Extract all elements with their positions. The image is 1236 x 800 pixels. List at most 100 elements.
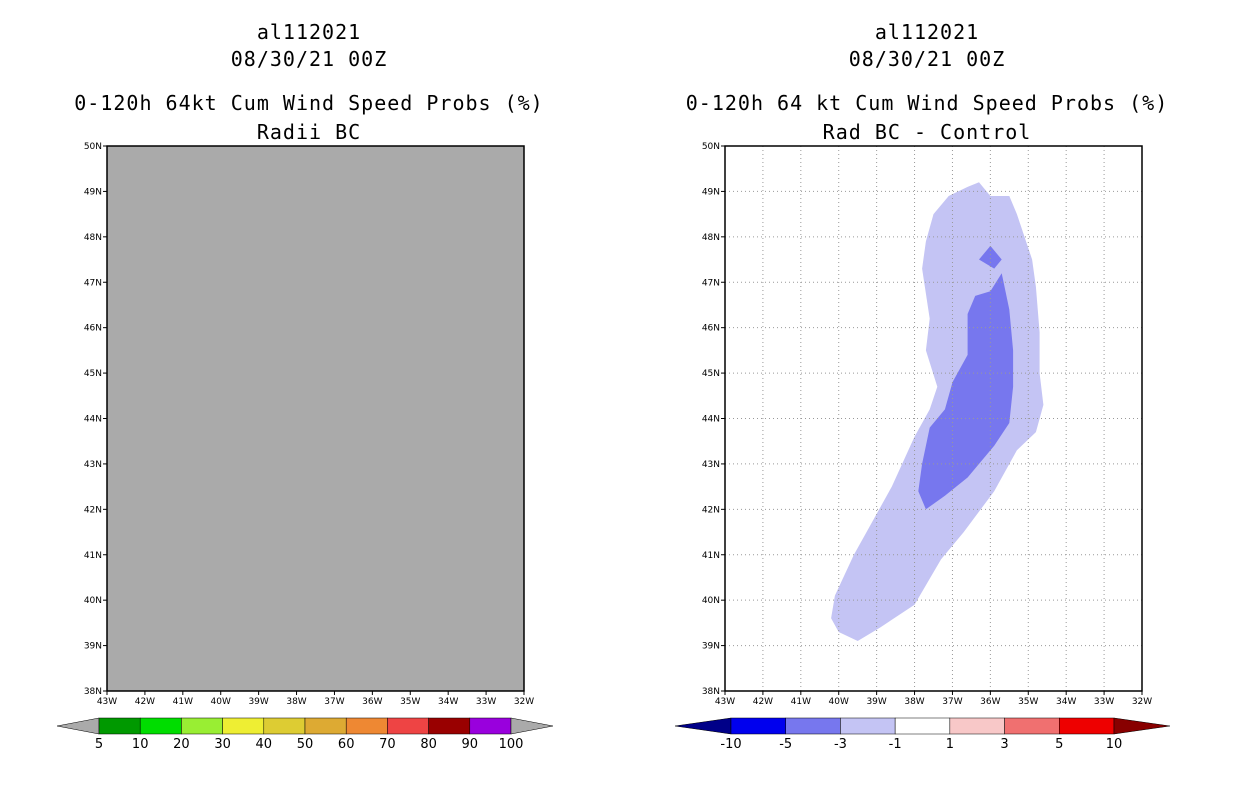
y-tick-label: 40N xyxy=(84,596,102,606)
left-chart: 43W 42W 41W 40W 39W 38W 37W 36W 35W 34W 33W 32W 38N 3… xyxy=(56,142,554,752)
left-panel: al112021 08/30/21 00Z 0-120h 64kt Cum Wi… xyxy=(56,20,554,752)
y-tick-label: 41N xyxy=(702,551,720,561)
colorbar-label: 10 xyxy=(132,737,149,752)
x-tick-label: 42W xyxy=(753,697,773,707)
colorbar-label: -3 xyxy=(834,737,847,752)
x-tick-label: 39W xyxy=(866,697,886,707)
y-tick-label: 46N xyxy=(84,324,102,334)
chart-title: 0-120h 64kt Cum Wind Speed Probs (%) xyxy=(74,91,544,115)
storm-id: al112021 xyxy=(256,20,362,44)
colorbar-under-arrow xyxy=(56,717,100,735)
colorbar-label: 100 xyxy=(499,737,524,752)
x-tick-label: 43W xyxy=(97,697,117,707)
colorbar-swatch xyxy=(304,717,347,735)
colorbar-label: 80 xyxy=(420,737,437,752)
y-tick-label: 47N xyxy=(702,278,720,288)
y-tick-label: 45N xyxy=(84,369,102,379)
y-tick-label: 48N xyxy=(702,233,720,243)
y-tick-label: 38N xyxy=(702,687,720,697)
x-tick-label: 35W xyxy=(400,697,420,707)
x-tick-label: 41W xyxy=(791,697,811,707)
colorbar-swatch xyxy=(1004,717,1060,735)
colorbar-swatch xyxy=(387,717,429,735)
y-tick-label: 44N xyxy=(702,415,720,425)
right-panel: al112021 08/30/21 00Z 0-120h 64 kt Cum W… xyxy=(618,0,1236,800)
colorbar-label: 50 xyxy=(297,737,314,752)
chart-subtitle: Radii BC xyxy=(256,120,362,144)
x-tick-label: 42W xyxy=(135,697,155,707)
x-tick-label: 34W xyxy=(1056,697,1076,707)
colorbar-swatch xyxy=(1059,717,1115,735)
probability-contour xyxy=(918,273,1014,510)
chart-subtitle: Rad BC - Control xyxy=(822,120,1032,144)
datetime: 08/30/21 00Z xyxy=(230,47,388,71)
colorbar-label: 20 xyxy=(173,737,190,752)
colorbar-swatch xyxy=(139,717,182,735)
colorbar-label: 40 xyxy=(256,737,273,752)
colorbar-label: -1 xyxy=(889,737,902,752)
y-tick-label: 39N xyxy=(84,642,102,652)
y-tick-label: 42N xyxy=(702,505,720,515)
colorbar-over-arrow xyxy=(510,717,554,735)
colorbar-swatch xyxy=(785,717,841,735)
x-tick-label: 38W xyxy=(904,697,924,707)
y-tick-label: 49N xyxy=(84,187,102,197)
x-tick-label: 32W xyxy=(1132,697,1152,707)
colorbar-label: -10 xyxy=(720,737,741,752)
x-tick-label: 33W xyxy=(1094,697,1114,707)
y-tick-label: 46N xyxy=(702,324,720,334)
probability-contour xyxy=(979,245,1002,269)
colorbar-swatch xyxy=(345,717,388,735)
colorbar-swatch xyxy=(730,717,786,735)
y-tick-label: 40N xyxy=(702,596,720,606)
colorbar-swatch xyxy=(894,717,951,735)
storm-id: al112021 xyxy=(874,20,980,44)
x-tick-label: 34W xyxy=(438,697,458,707)
x-tick-label: 43W xyxy=(715,697,735,707)
y-tick-label: 47N xyxy=(84,278,102,288)
colorbar-label: 30 xyxy=(214,737,231,752)
x-tick-label: 32W xyxy=(514,697,534,707)
y-tick-label: 50N xyxy=(702,142,720,152)
colorbar-label: 1 xyxy=(946,737,954,752)
colorbar-label: 60 xyxy=(338,737,355,752)
colorbar-over-arrow xyxy=(1113,717,1171,735)
datetime: 08/30/21 00Z xyxy=(848,47,1006,71)
x-tick-label: 40W xyxy=(211,697,231,707)
x-tick-label: 40W xyxy=(829,697,849,707)
y-tick-label: 44N xyxy=(84,415,102,425)
y-tick-label: 50N xyxy=(84,142,102,152)
x-tick-label: 35W xyxy=(1018,697,1038,707)
x-tick-label: 33W xyxy=(476,697,496,707)
chart-title: 0-120h 64 kt Cum Wind Speed Probs (%) xyxy=(685,91,1169,115)
colorbar-swatch xyxy=(949,717,1005,735)
colorbar-swatch xyxy=(98,717,141,735)
x-tick-label: 39W xyxy=(248,697,268,707)
colorbar-swatch xyxy=(222,717,265,735)
colorbar-swatch xyxy=(181,717,223,735)
y-tick-label: 41N xyxy=(84,551,102,561)
colorbar-label: 90 xyxy=(462,737,479,752)
colorbar-label: 70 xyxy=(379,737,396,752)
colorbar-label: 5 xyxy=(95,737,103,752)
y-tick-label: 43N xyxy=(702,460,720,470)
plot-background xyxy=(107,146,524,691)
y-tick-label: 39N xyxy=(702,642,720,652)
colorbar-label: 3 xyxy=(1000,737,1008,752)
y-tick-label: 45N xyxy=(702,369,720,379)
x-tick-label: 37W xyxy=(324,697,344,707)
y-tick-label: 38N xyxy=(84,687,102,697)
colorbar-label: 10 xyxy=(1106,737,1123,752)
x-tick-label: 36W xyxy=(980,697,1000,707)
x-tick-label: 38W xyxy=(286,697,306,707)
colorbar-swatch xyxy=(840,717,896,735)
colorbar-label: 5 xyxy=(1055,737,1063,752)
x-tick-label: 37W xyxy=(942,697,962,707)
colorbar-swatch xyxy=(428,717,471,735)
y-tick-label: 42N xyxy=(84,505,102,515)
colorbar-swatch xyxy=(263,717,306,735)
colorbar-label: -5 xyxy=(779,737,792,752)
colorbar-under-arrow xyxy=(674,717,732,735)
right-chart: 43W 42W 41W 40W 39W 38W 37W 36W 35W 34W 33W 32W 38N 3… xyxy=(674,142,1171,752)
x-tick-label: 36W xyxy=(362,697,382,707)
